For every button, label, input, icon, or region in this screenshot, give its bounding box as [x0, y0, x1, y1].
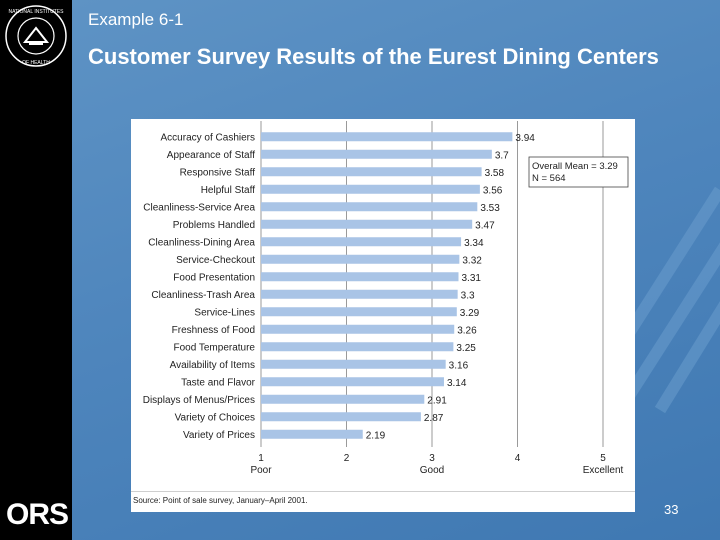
x-tick-label: 4 — [515, 453, 521, 464]
bar — [261, 377, 444, 387]
bar — [261, 202, 478, 212]
data-label: 3.31 — [462, 273, 482, 284]
data-label: 3.34 — [464, 238, 484, 249]
data-label: 3.29 — [460, 308, 480, 319]
category-label: Service-Lines — [194, 307, 255, 318]
category-label: Cleanliness-Dining Area — [148, 237, 255, 248]
ors-logo: ORS — [6, 498, 69, 531]
x-tick-sublabel: Poor — [250, 465, 272, 476]
bar — [261, 184, 480, 194]
data-label: 3.94 — [515, 133, 535, 144]
data-label: 3.14 — [447, 378, 467, 389]
data-label: 3.7 — [495, 150, 509, 161]
slide-subtitle: Example 6-1 — [88, 10, 184, 29]
chart-panel: 1 Poor 2 3 Good 4 5 Excellent Accuracy of Cashie… — [131, 119, 635, 512]
category-label: Variety of Prices — [183, 430, 255, 441]
x-tick-sublabel: Excellent — [583, 465, 624, 476]
x-tick-label: 3 — [429, 453, 435, 464]
annotation-box — [528, 156, 629, 188]
category-label: Helpful Staff — [201, 185, 256, 196]
data-label: 3.47 — [475, 220, 495, 231]
category-label: Freshness of Food — [172, 325, 255, 336]
data-label: 3.3 — [461, 290, 475, 301]
category-label: Service-Checkout — [176, 255, 255, 266]
category-label: Responsive Staff — [180, 167, 256, 178]
data-label: 3.58 — [485, 168, 505, 179]
data-label: 3.32 — [462, 255, 482, 266]
bar — [261, 342, 454, 352]
data-label: 3.16 — [449, 360, 469, 371]
data-label: 3.53 — [480, 203, 500, 214]
category-label: Problems Handled — [173, 220, 255, 231]
source-note: Source: Point of sale survey, January–Ap… — [131, 491, 635, 512]
bar — [261, 254, 460, 264]
left-sidebar: NATIONAL INSTITUTES OF HEALTH ORS — [0, 0, 72, 540]
category-label: Cleanliness-Trash Area — [151, 290, 255, 301]
category-label: Food Presentation — [173, 272, 255, 283]
bar — [261, 219, 473, 229]
category-label: Taste and Flavor — [181, 377, 256, 388]
category-label: Availability of Items — [170, 360, 255, 371]
data-label: 3.56 — [483, 185, 503, 196]
data-label: 2.87 — [424, 413, 444, 424]
x-tick-label: 1 — [258, 453, 264, 464]
bar — [261, 394, 425, 404]
data-label: 3.26 — [457, 325, 477, 336]
x-tick-label: 2 — [344, 453, 350, 464]
category-label: Variety of Choices — [175, 412, 255, 423]
x-tick-sublabel: Good — [420, 465, 444, 476]
category-label: Appearance of Staff — [167, 150, 255, 161]
svg-text:NATIONAL INSTITUTES: NATIONAL INSTITUTES — [8, 9, 64, 15]
category-label: Accuracy of Cashiers — [161, 132, 255, 143]
data-label: 2.91 — [427, 395, 447, 406]
bar — [261, 307, 457, 317]
annotation-text: N = 564 — [532, 173, 566, 184]
svg-text:OF HEALTH: OF HEALTH — [22, 60, 50, 66]
bar — [261, 132, 513, 142]
category-label: Cleanliness-Service Area — [143, 202, 255, 213]
bar — [261, 237, 462, 247]
bar — [261, 167, 482, 177]
x-tick-label: 5 — [600, 453, 606, 464]
category-label: Displays of Menus/Prices — [143, 395, 255, 406]
nih-seal-logo: NATIONAL INSTITUTES OF HEALTH — [5, 5, 67, 67]
bar — [261, 149, 492, 159]
page-number: 33 — [664, 502, 679, 517]
annotation-text: Overall Mean = 3.29 — [532, 161, 618, 172]
bar — [261, 272, 459, 282]
data-label: 3.25 — [456, 343, 476, 354]
bar — [261, 289, 458, 299]
bar — [261, 324, 455, 334]
bar — [261, 412, 421, 422]
data-label: 2.19 — [366, 430, 386, 441]
bar — [261, 359, 446, 369]
category-label: Food Temperature — [173, 342, 255, 353]
slide-title: Customer Survey Results of the Eurest Di… — [88, 44, 659, 69]
bar — [261, 429, 363, 439]
